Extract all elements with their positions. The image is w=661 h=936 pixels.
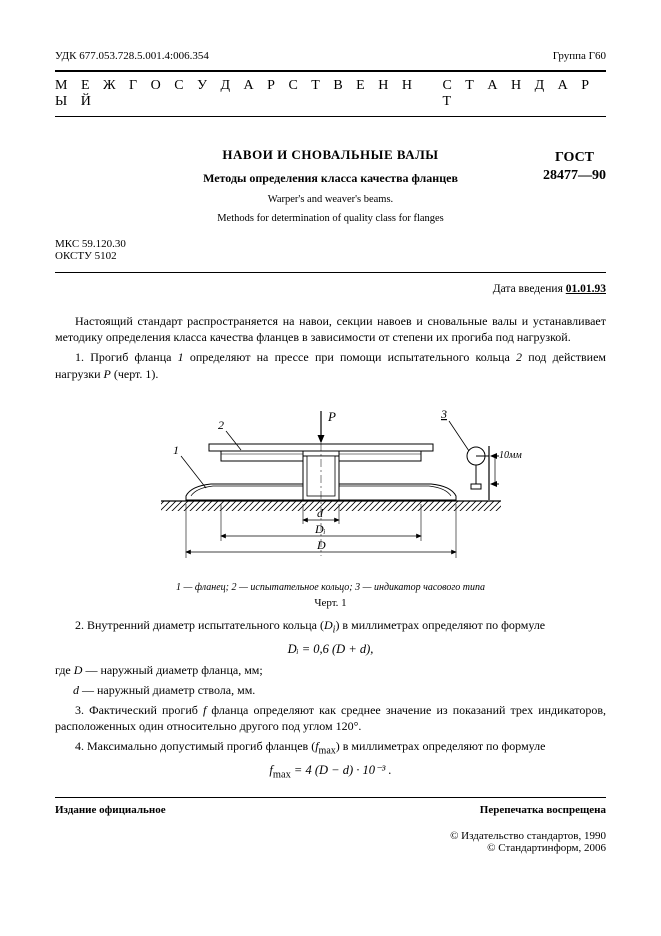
footer-left: Издание официальное <box>55 804 166 816</box>
codes: МКС 59.120.30 ОКСТУ 5102 <box>55 238 606 262</box>
top-row: УДК 677.053.728.5.001.4:006.354 Группа Г… <box>55 50 606 62</box>
figure-label: Черт. 1 <box>55 597 606 609</box>
footer-row: Издание официальное Перепечатка воспреще… <box>55 804 606 816</box>
title-en1: Warper's and weaver's beams. <box>55 194 606 205</box>
label-p: P <box>327 409 336 424</box>
title-block: ГОСТ 28477—90 НАВОИ И СНОВАЛЬНЫЕ ВАЛЫ Ме… <box>55 147 606 224</box>
title-en2: Methods for determination of quality cla… <box>55 213 606 224</box>
gost-label: ГОСТ <box>543 149 606 167</box>
page: УДК 677.053.728.5.001.4:006.354 Группа Г… <box>0 0 661 936</box>
label-1: 1 <box>173 443 179 457</box>
rule <box>55 797 606 798</box>
copyright-1: © Издательство стандартов, 1990 <box>55 830 606 842</box>
figure-caption: 1 — фланец; 2 — испытательное кольцо; 3 … <box>55 582 606 593</box>
copyright-2: © Стандартинформ, 2006 <box>55 842 606 854</box>
udk-code: УДК 677.053.728.5.001.4:006.354 <box>55 50 209 62</box>
rule <box>55 116 606 117</box>
footer-right: Перепечатка воспрещена <box>480 804 606 816</box>
banner-left: М Е Ж Г О С У Д А Р С Т В Е Н Н Ы Й <box>55 78 442 110</box>
body-text-2: 2. Внутренний диаметр испытательного кол… <box>55 617 606 783</box>
label-di: Dᵢ <box>314 522 326 536</box>
title-sub: Методы определения класса качества фланц… <box>55 171 606 186</box>
group-code: Группа Г60 <box>553 50 606 62</box>
mks-code: МКС 59.120.30 <box>55 238 606 250</box>
date-row: Дата введения 01.01.93 <box>55 283 606 295</box>
gost-number: ГОСТ 28477—90 <box>543 149 606 185</box>
formula-2: fmax = 4 (D − d) · 10⁻³ . <box>55 762 606 783</box>
rule <box>55 272 606 273</box>
title-main: НАВОИ И СНОВАЛЬНЫЕ ВАЛЫ <box>55 147 606 163</box>
para-2: 1. Прогиб фланца 1 определяют на прессе … <box>55 349 606 381</box>
figure: P 1 2 3 10мм d <box>55 396 606 609</box>
copyright: © Издательство стандартов, 1990 © Станда… <box>55 830 606 854</box>
banner: М Е Ж Г О С У Д А Р С Т В Е Н Н Ы Й С Т … <box>55 72 606 116</box>
label-3: 3 <box>440 407 447 421</box>
banner-right: С Т А Н Д А Р Т <box>442 78 606 110</box>
label-10mm: 10мм <box>499 450 522 461</box>
para-3: 2. Внутренний диаметр испытательного кол… <box>55 617 606 637</box>
para-6: 3. Фактический прогиб f фланца определяю… <box>55 702 606 734</box>
formula-1: Dᵢ = 0,6 (D + d), <box>55 641 606 658</box>
okstu-code: ОКСТУ 5102 <box>55 250 606 262</box>
gost-value: 28477—90 <box>543 167 606 185</box>
label-d: d <box>317 506 324 520</box>
diagram-svg: P 1 2 3 10мм d <box>131 396 531 576</box>
date-value: 01.01.93 <box>566 283 606 295</box>
para-1: Настоящий стандарт распространяется на н… <box>55 313 606 345</box>
para-7: 4. Максимально допустимый прогиб фланцев… <box>55 738 606 758</box>
para-5: d — наружный диаметр ствола, мм. <box>55 682 606 698</box>
date-label: Дата введения <box>493 283 566 295</box>
body-text: Настоящий стандарт распространяется на н… <box>55 313 606 382</box>
para-4: где D — наружный диаметр фланца, мм; <box>55 662 606 678</box>
label-2: 2 <box>218 418 224 432</box>
